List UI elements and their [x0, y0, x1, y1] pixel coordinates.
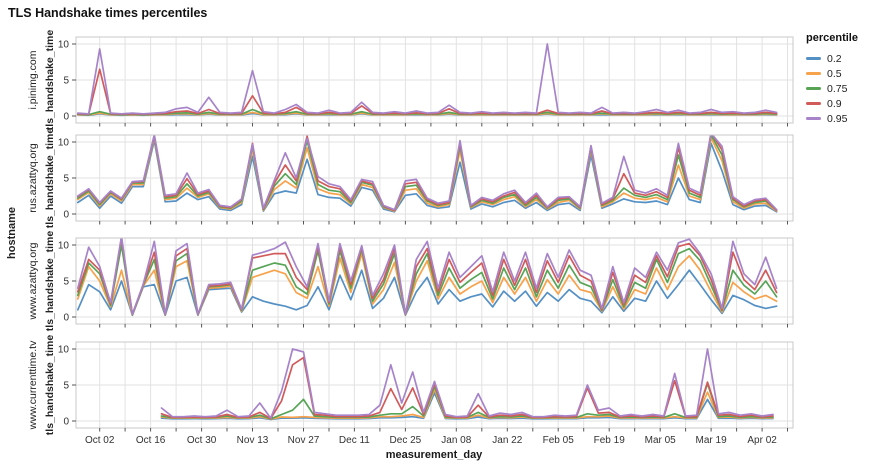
svg-text:Dec 11: Dec 11 [339, 435, 370, 446]
legend-line-swatch-icon [806, 72, 821, 75]
legend-item: 0.5 [806, 66, 858, 81]
chart-title: TLS Handshake times percentiles [8, 6, 208, 20]
svg-text:Nov 27: Nov 27 [288, 435, 320, 446]
svg-text:Apr 02: Apr 02 [747, 435, 777, 446]
legend-item-label: 0.5 [827, 67, 842, 80]
x-axis-label: measurement_day [385, 449, 483, 461]
legend-line-swatch-icon [806, 57, 821, 60]
svg-text:5: 5 [63, 174, 69, 185]
legend-item: 0.9 [806, 96, 858, 111]
legend-item-label: 0.95 [827, 112, 848, 125]
svg-text:10: 10 [58, 241, 70, 252]
legend-item-label: 0.2 [827, 52, 842, 65]
legend-item-label: 0.75 [827, 82, 848, 95]
svg-text:Oct 16: Oct 16 [136, 435, 166, 446]
legend-title: percentile [806, 32, 858, 44]
svg-text:10: 10 [58, 40, 70, 51]
legend-line-swatch-icon [806, 87, 821, 90]
svg-text:5: 5 [63, 277, 69, 288]
svg-text:0: 0 [63, 210, 69, 221]
svg-text:Oct 30: Oct 30 [187, 435, 217, 446]
svg-text:Jan 22: Jan 22 [492, 435, 522, 446]
svg-text:0: 0 [63, 112, 69, 123]
svg-text:Dec 25: Dec 25 [390, 435, 422, 446]
svg-text:5: 5 [63, 76, 69, 87]
svg-text:0: 0 [63, 313, 69, 324]
svg-text:Jan 08: Jan 08 [441, 435, 471, 446]
svg-text:10: 10 [58, 138, 70, 149]
svg-text:5: 5 [63, 381, 69, 392]
legend-item-label: 0.9 [827, 97, 842, 110]
legend-item: 0.95 [806, 111, 858, 126]
svg-text:0: 0 [63, 417, 69, 428]
legend-item: 0.75 [806, 81, 858, 96]
svg-text:Oct 02: Oct 02 [85, 435, 115, 446]
svg-text:Mar 05: Mar 05 [645, 435, 677, 446]
svg-text:Mar 19: Mar 19 [696, 435, 728, 446]
svg-text:10: 10 [58, 345, 70, 356]
legend: percentile 0.2 0.5 0.75 0.9 0.95 [806, 32, 858, 126]
legend-line-swatch-icon [806, 102, 821, 105]
legend-item: 0.2 [806, 51, 858, 66]
svg-text:Feb 05: Feb 05 [543, 435, 575, 446]
legend-line-swatch-icon [806, 117, 821, 120]
svg-text:Feb 19: Feb 19 [594, 435, 626, 446]
svg-text:Nov 13: Nov 13 [237, 435, 269, 446]
